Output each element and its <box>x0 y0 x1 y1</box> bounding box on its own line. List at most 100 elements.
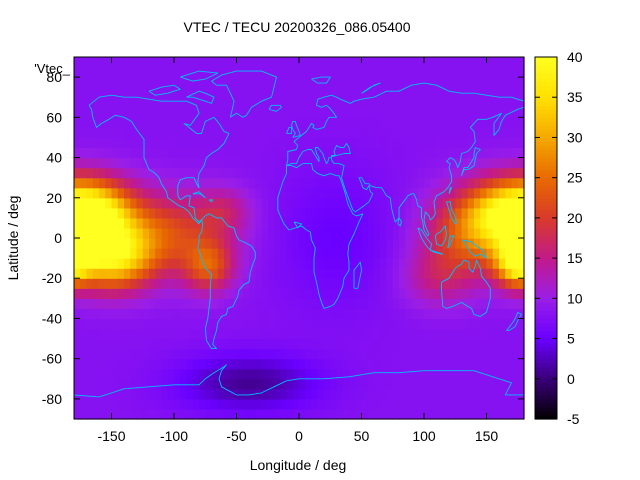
heatmap-cell <box>149 388 156 400</box>
heatmap-cell <box>342 217 350 229</box>
heatmap-cell <box>367 308 375 320</box>
coastline <box>447 235 455 249</box>
heatmap-cell <box>180 308 188 320</box>
heatmap-cell <box>205 268 213 279</box>
heatmap-cell <box>405 137 413 149</box>
colorbar-step <box>535 274 557 279</box>
heatmap-cell <box>380 197 388 209</box>
heatmap-cell <box>386 177 394 189</box>
heatmap-cell <box>174 147 181 159</box>
heatmap-cell <box>311 227 319 239</box>
heatmap-cell <box>517 137 525 149</box>
heatmap-cell <box>267 318 275 330</box>
heatmap-cell <box>192 278 200 289</box>
heatmap-cell <box>224 107 231 118</box>
heatmap-cell <box>486 308 494 320</box>
heatmap-cell <box>411 358 419 370</box>
heatmap-cell <box>511 278 519 289</box>
heatmap-cell <box>461 268 469 279</box>
heatmap-cell <box>117 217 125 229</box>
heatmap-cell <box>405 258 413 269</box>
heatmap-cell <box>480 67 488 78</box>
heatmap-cell <box>99 248 106 259</box>
heatmap-cell <box>161 348 169 360</box>
heatmap-cell <box>105 308 113 320</box>
heatmap-cell <box>255 378 263 390</box>
heatmap-cell <box>136 117 144 128</box>
heatmap-cell <box>361 207 369 219</box>
heatmap-cell <box>461 177 469 189</box>
heatmap-cell <box>349 217 356 229</box>
heatmap-cell <box>417 258 425 269</box>
heatmap-cell <box>186 288 194 299</box>
heatmap-cell <box>455 388 463 400</box>
heatmap-cell <box>517 318 525 330</box>
heatmap-cell <box>280 308 288 320</box>
heatmap-cell <box>217 77 225 88</box>
heatmap-cell <box>411 378 419 390</box>
heatmap-cell <box>280 268 288 279</box>
heatmap-cell <box>349 338 356 350</box>
heatmap-cell <box>142 388 150 400</box>
colorbar-step <box>535 266 557 271</box>
heatmap-cell <box>305 227 313 239</box>
heatmap-cell <box>374 117 381 128</box>
heatmap-cell <box>255 238 263 249</box>
heatmap-cell <box>417 278 425 289</box>
heatmap-cell <box>424 67 431 78</box>
heatmap-cell <box>186 368 194 380</box>
heatmap-cell <box>380 147 388 159</box>
heatmap-cell <box>299 278 306 289</box>
heatmap-cell <box>505 398 513 410</box>
heatmap-cell <box>124 378 131 390</box>
heatmap-cell <box>449 348 456 360</box>
heatmap-cell <box>517 258 525 269</box>
heatmap-cell <box>399 107 406 118</box>
heatmap-cell <box>230 107 238 118</box>
heatmap-cell <box>130 107 138 118</box>
heatmap-cell <box>99 278 106 289</box>
heatmap-cell <box>249 87 256 98</box>
heatmap-cell <box>436 388 444 400</box>
heatmap-cell <box>411 117 419 128</box>
heatmap-cell <box>324 318 331 330</box>
heatmap-cell <box>267 87 275 98</box>
heatmap-cell <box>186 388 194 400</box>
heatmap-cell <box>255 288 263 299</box>
heatmap-cell <box>205 207 213 219</box>
heatmap-cell <box>374 338 381 350</box>
heatmap-cell <box>117 358 125 370</box>
heatmap-cell <box>311 378 319 390</box>
heatmap-cell <box>499 348 506 360</box>
heatmap-cell <box>174 77 181 88</box>
heatmap-cell <box>499 268 506 279</box>
heatmap-cell <box>205 197 213 209</box>
heatmap-cell <box>92 167 100 179</box>
heatmap-cell <box>405 268 413 279</box>
heatmap-cell <box>374 298 381 309</box>
heatmap-cell <box>480 177 488 189</box>
heatmap-cell <box>411 388 419 400</box>
heatmap-cell <box>405 187 413 199</box>
colorbar-step <box>535 129 557 135</box>
heatmap-cell <box>186 358 194 370</box>
heatmap-cell <box>205 248 213 259</box>
heatmap-cell <box>311 298 319 309</box>
heatmap-cell <box>286 338 294 350</box>
heatmap-cell <box>511 117 519 128</box>
heatmap-cell <box>455 278 463 289</box>
heatmap-cell <box>74 197 81 209</box>
heatmap-cell <box>211 298 219 309</box>
heatmap-cell <box>242 187 250 199</box>
heatmap-cell <box>305 187 313 199</box>
heatmap-cell <box>486 368 494 380</box>
heatmap-cell <box>180 137 188 149</box>
heatmap-cell <box>155 278 163 289</box>
heatmap-cell <box>111 338 119 350</box>
heatmap-cell <box>311 107 319 118</box>
heatmap-cell <box>199 207 206 219</box>
heatmap-cell <box>192 398 200 410</box>
heatmap-cell <box>280 177 288 189</box>
heatmap-cell <box>342 87 350 98</box>
heatmap-cell <box>436 258 444 269</box>
